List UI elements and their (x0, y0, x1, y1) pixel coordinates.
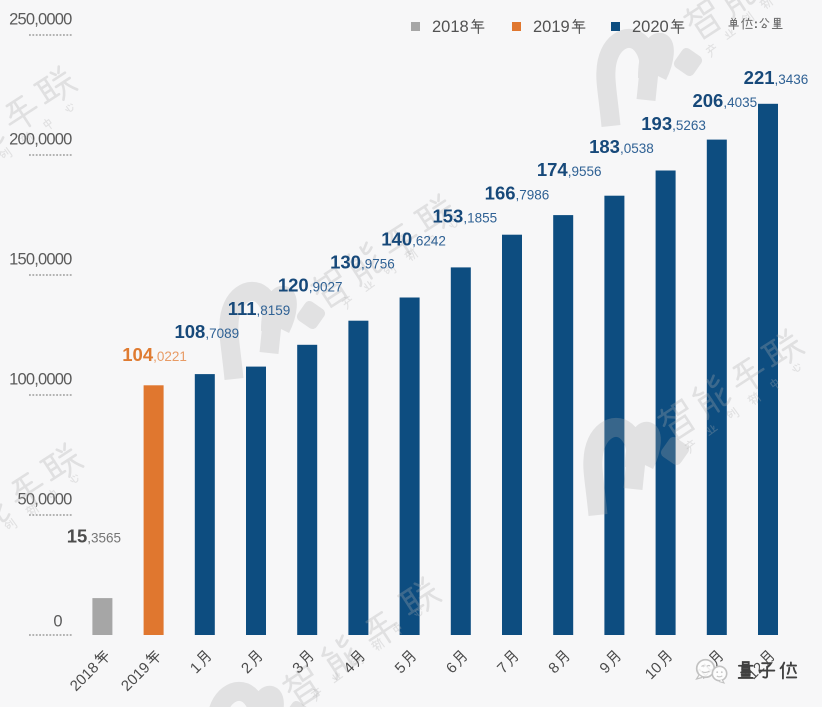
svg-text:174,9556: 174,9556 (537, 159, 602, 180)
svg-text:166,7986: 166,7986 (485, 182, 550, 203)
svg-text:50,0000: 50,0000 (17, 490, 72, 508)
svg-text:153,1855: 153,1855 (432, 205, 497, 226)
svg-text:15,3565: 15,3565 (67, 526, 121, 547)
svg-text:150,0000: 150,0000 (9, 250, 72, 268)
svg-text:193,5263: 193,5263 (641, 113, 706, 134)
svg-text:100,0000: 100,0000 (9, 370, 72, 388)
svg-text:104,0221: 104,0221 (122, 344, 187, 365)
svg-text:200,0000: 200,0000 (9, 130, 72, 148)
svg-text:2020: 2020 (632, 18, 669, 36)
svg-text:2019: 2019 (533, 18, 570, 36)
svg-text::: : (754, 16, 758, 31)
svg-text:130,9756: 130,9756 (330, 252, 395, 273)
svg-text:140,6242: 140,6242 (381, 229, 446, 250)
svg-text:250,0000: 250,0000 (9, 10, 72, 28)
svg-text:206,4035: 206,4035 (692, 90, 757, 111)
svg-text:2018: 2018 (432, 18, 469, 36)
svg-text:221,3436: 221,3436 (744, 67, 809, 88)
svg-text:120,9027: 120,9027 (278, 275, 343, 296)
svg-text:108,7089: 108,7089 (174, 321, 239, 342)
svg-text:183,0538: 183,0538 (589, 136, 654, 157)
svg-text:111,8159: 111,8159 (228, 298, 291, 319)
svg-text:0: 0 (53, 613, 62, 631)
